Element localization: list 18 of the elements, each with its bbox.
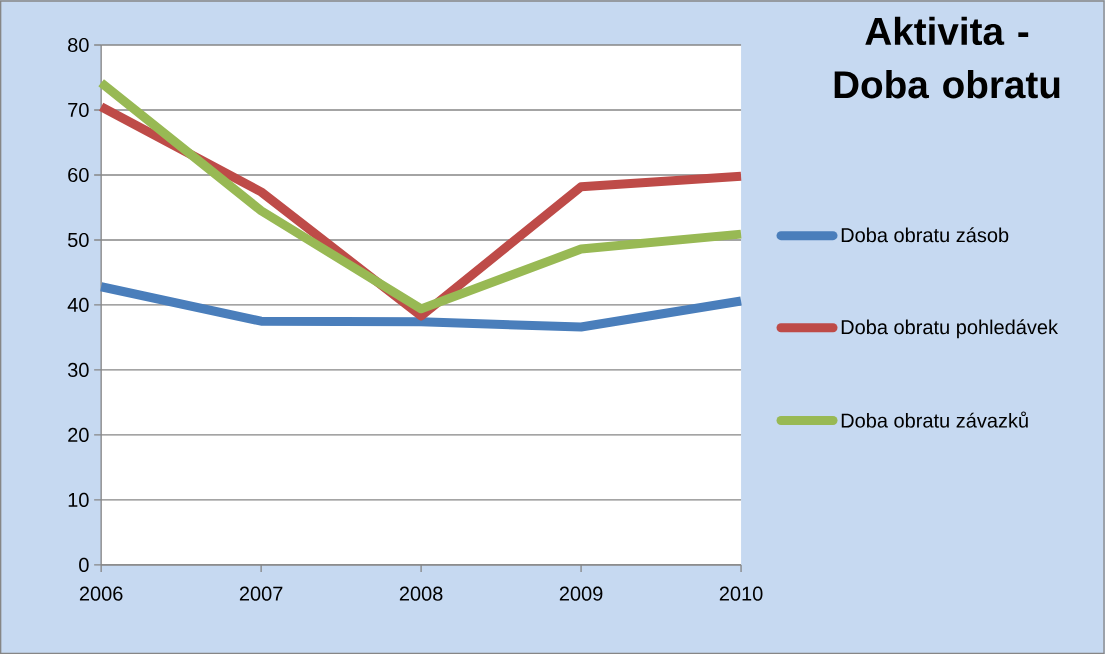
text: Aktivita - Doba obratu [834, 16, 1060, 99]
legend-label: Doba obratu závazků [841, 411, 1028, 428]
y-tick-label: 70 [68, 102, 89, 118]
x-tick-label: 2006 [79, 586, 123, 601]
x-tick-label: 2007 [239, 586, 283, 601]
x-tick-label: 2009 [559, 586, 603, 601]
y-tick-label: 50 [67, 232, 89, 248]
y-tick-label: 60 [68, 167, 89, 183]
y-tick-label: 10 [68, 492, 89, 507]
y-tick-label: 40 [67, 297, 89, 312]
legend-label: Doba obratu pohledávek [841, 319, 1059, 339]
y-tick-label: 0 [79, 557, 89, 572]
y-tick-label: 30 [67, 362, 89, 377]
y-tick-label: 80 [68, 37, 89, 53]
y-tick-label: 20 [68, 427, 89, 442]
x-tick-label: 2008 [399, 586, 443, 601]
legend-label: Doba obratu zásob [841, 227, 1009, 243]
x-tick-label: 2010 [719, 586, 763, 601]
